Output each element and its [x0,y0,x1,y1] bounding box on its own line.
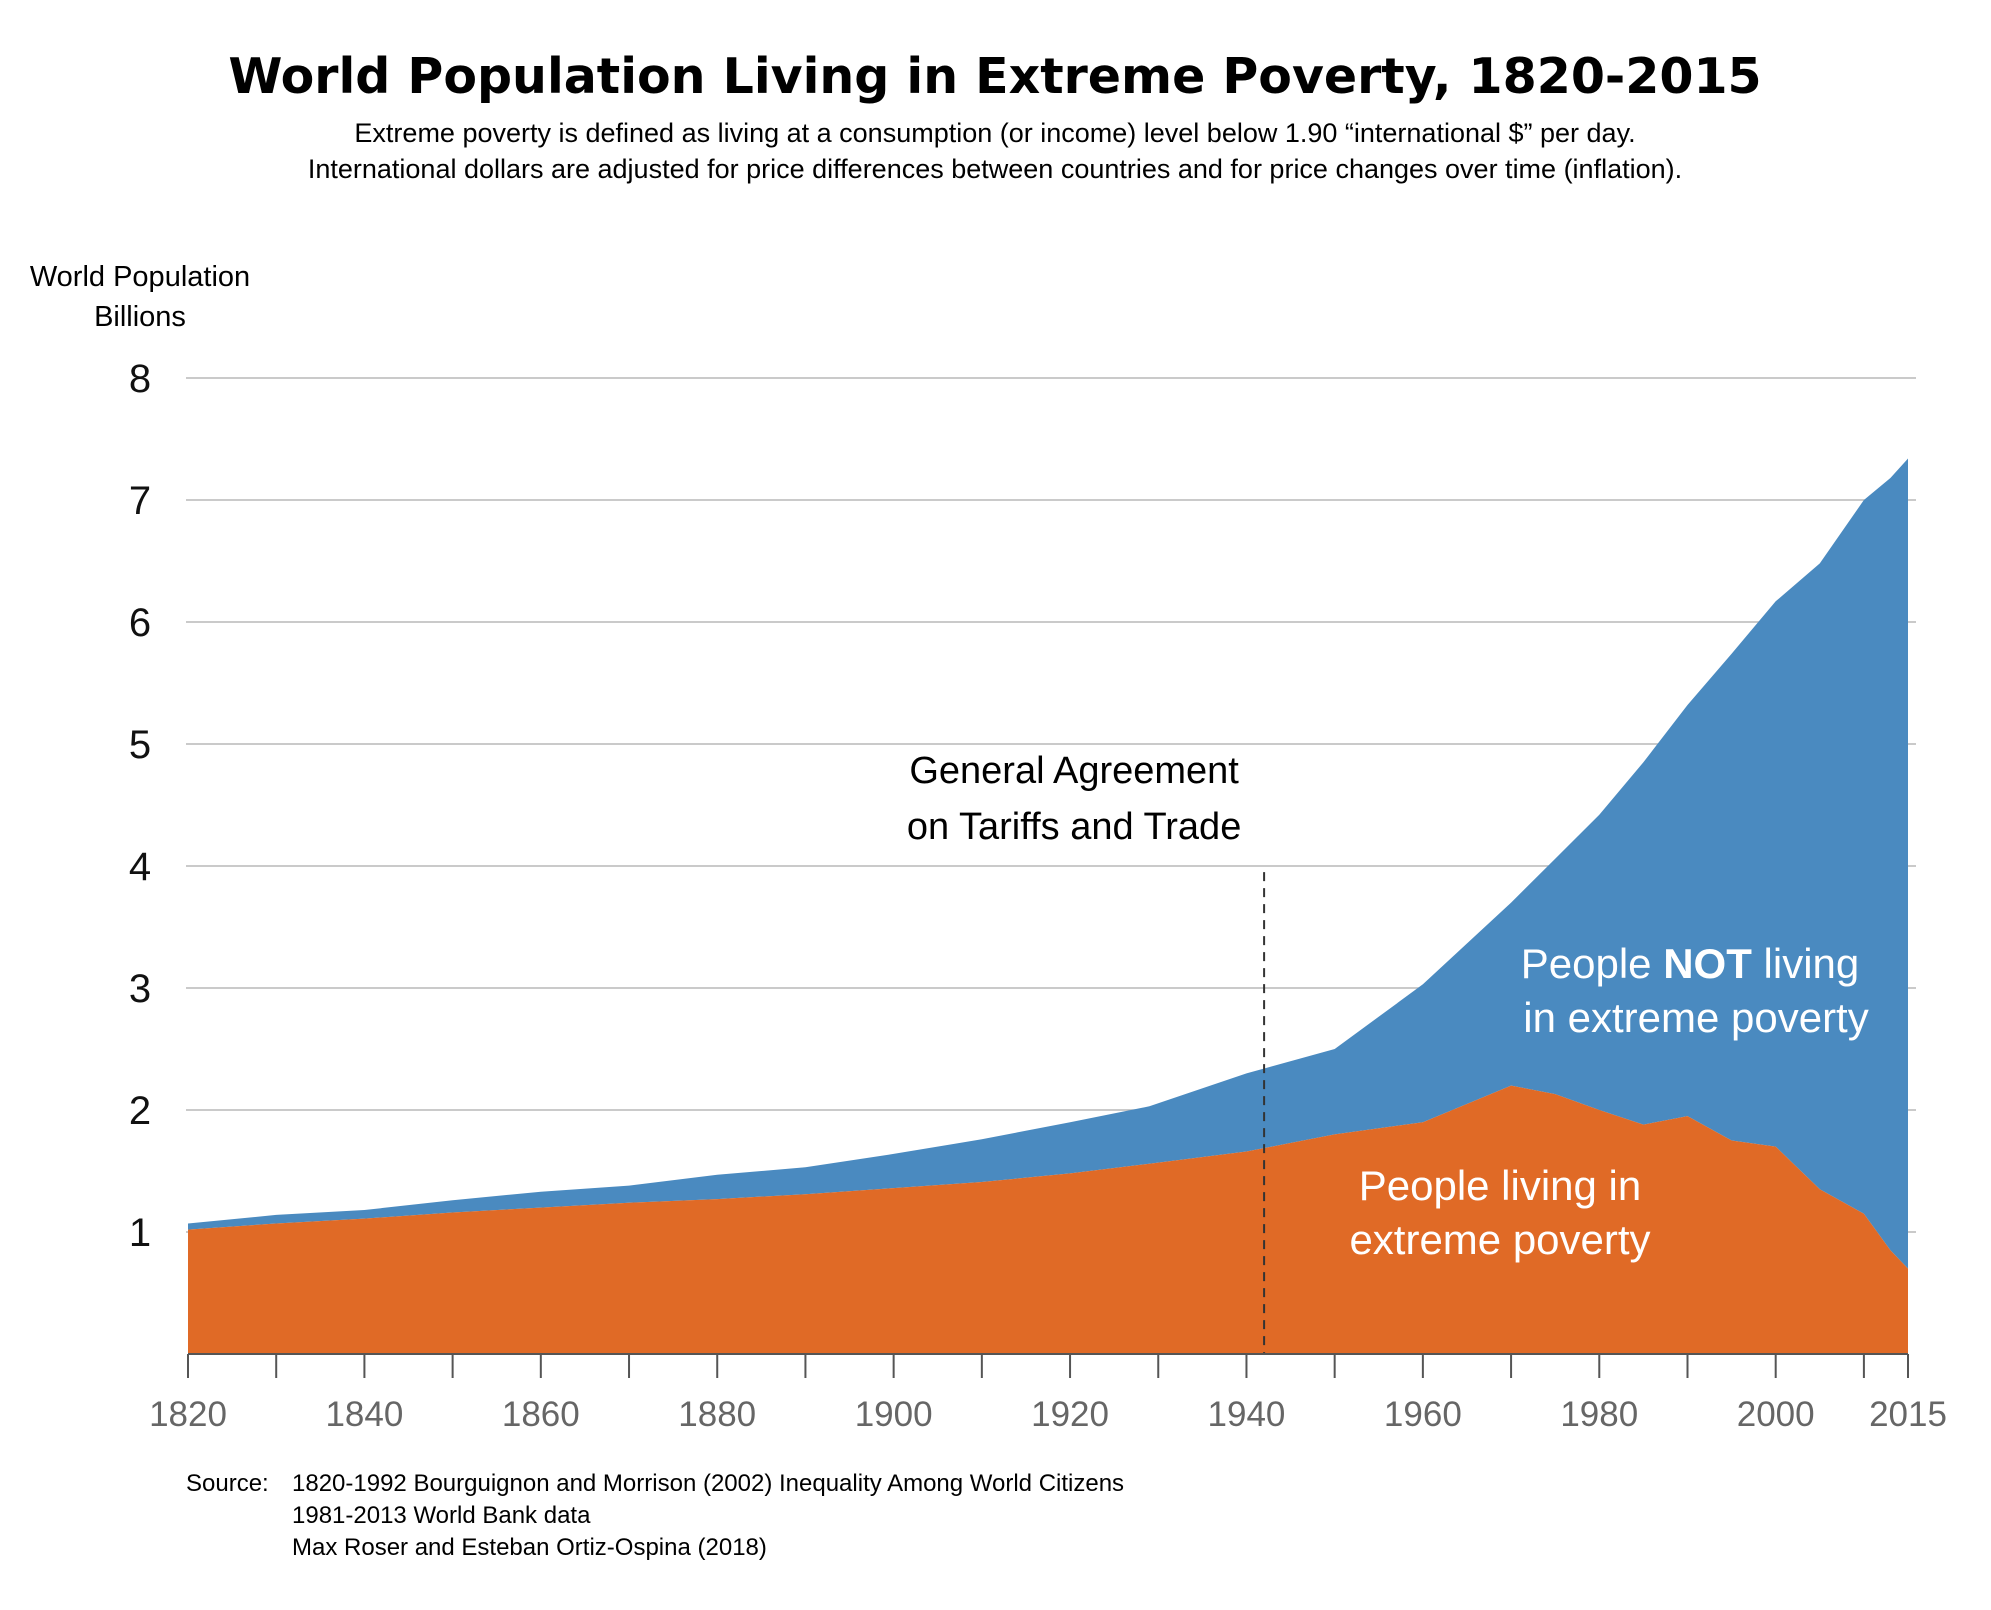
chart-title: World Population Living in Extreme Pover… [228,48,1761,105]
y-tick-label: 2 [129,1089,151,1133]
source-line-2: 1981-2013 World Bank data [292,1502,591,1529]
x-tick-label: 1940 [1208,1395,1286,1434]
stacked-areas [188,458,1908,1354]
y-tick-label: 4 [129,845,151,889]
y-tick-label: 5 [129,723,151,767]
not-poor-area [188,458,1908,1269]
gatt-label-line-1: General Agreement [909,750,1239,792]
x-tick-label: 1820 [149,1395,227,1434]
x-axis-ticks: 1820 1840 1860 1880 1900 1920 1940 1960 1980 2000… [149,1395,1947,1434]
not-poor-label-part-1: People [1521,940,1663,987]
y-axis-title-line-2: Billions [94,301,186,333]
gatt-label-line-2: on Tariffs and Trade [907,806,1242,848]
not-poor-area-label-line-2: in extreme poverty [1523,994,1868,1041]
x-tick-label: 1840 [325,1395,403,1434]
y-axis-title-line-1: World Population [30,261,250,293]
gridlines [186,377,1916,1233]
source-line-1: 1820-1992 Bourguignon and Morrison (2002… [292,1470,1124,1497]
not-poor-area-label-line-1: People NOT living [1521,940,1860,987]
x-tick-label: 1900 [855,1395,933,1434]
poor-area-label-line-1: People living in [1359,1162,1642,1209]
y-tick-label: 6 [129,601,151,645]
x-tick-label: 1860 [502,1395,580,1434]
source-prefix: Source: [186,1470,269,1497]
chart-subtitle-line-2: International dollars are adjusted for p… [308,154,1682,184]
poor-area [188,1085,1908,1354]
x-tick-label: 1920 [1031,1395,1109,1434]
y-tick-label: 1 [129,1211,151,1255]
not-poor-label-part-2: living [1752,940,1859,987]
x-tick-label: 2000 [1737,1395,1815,1434]
x-tick-label: 2015 [1869,1395,1947,1434]
y-tick-label: 3 [129,967,151,1011]
x-tick-label: 1980 [1560,1395,1638,1434]
y-axis-ticks: 1 2 3 4 5 6 7 8 [129,357,151,1255]
x-tick-label: 1960 [1384,1395,1462,1434]
chart-subtitle-line-1: Extreme poverty is defined as living at … [354,118,1635,148]
y-tick-label: 7 [129,479,151,523]
y-tick-label: 8 [129,357,151,401]
poor-area-label-line-2: extreme poverty [1349,1216,1650,1263]
x-tick-label: 1880 [678,1395,756,1434]
x-axis [187,1353,1909,1378]
gatt-annotation: General Agreement on Tariffs and Trade [907,750,1266,1354]
source-line-3: Max Roser and Esteban Ortiz-Ospina (2018… [292,1534,767,1561]
not-poor-label-emphasis: NOT [1663,940,1752,987]
